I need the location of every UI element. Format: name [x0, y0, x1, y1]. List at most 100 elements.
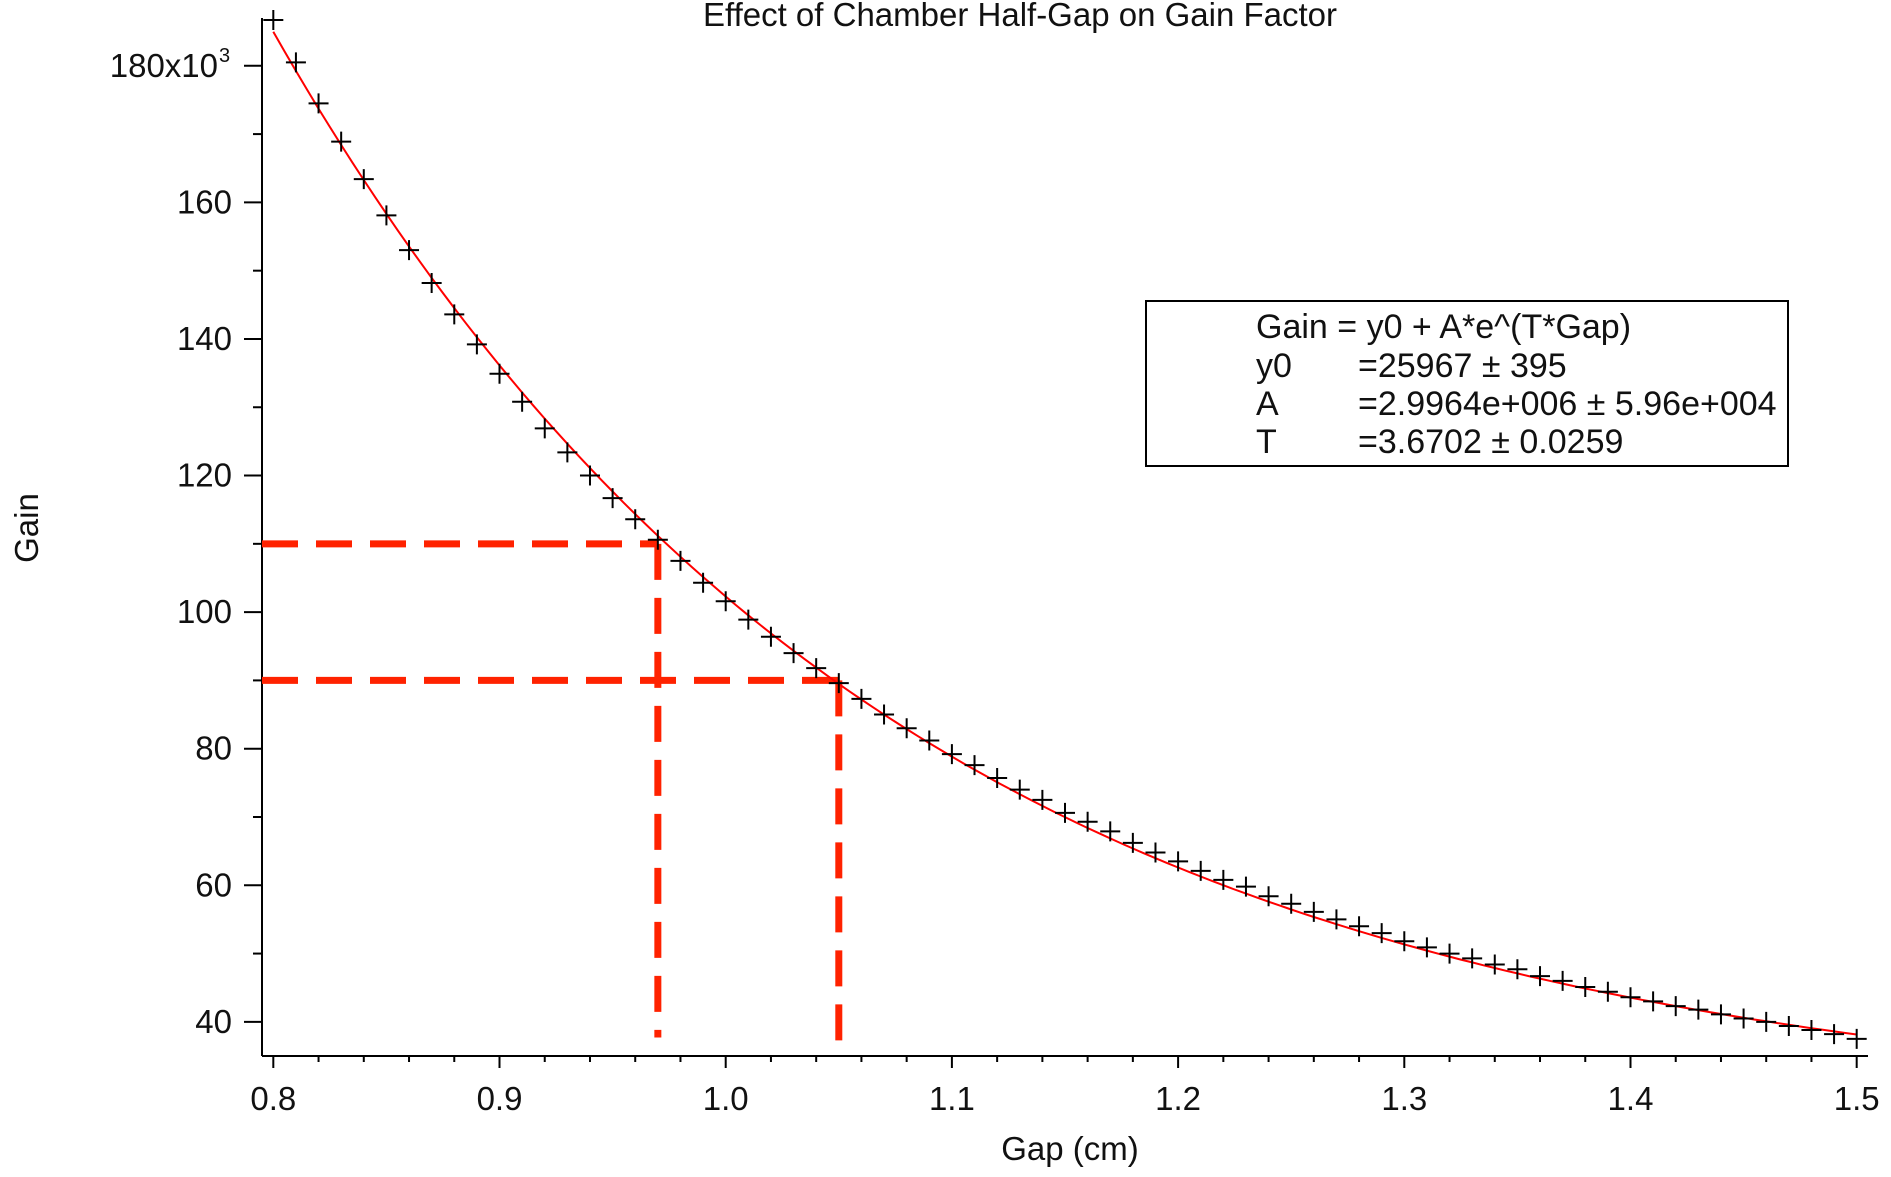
data-point-marker [1733, 1008, 1754, 1029]
data-point-marker [1778, 1015, 1799, 1036]
data-point-marker [353, 169, 374, 190]
data-point-marker [1168, 851, 1189, 872]
y-tick-label: 60 [195, 866, 232, 903]
data-point-marker [308, 93, 329, 114]
fit-results-box: Gain = y0 + A*e^(T*Gap) y0 =25967 ± 395 … [1145, 300, 1789, 467]
data-point-marker [1643, 991, 1664, 1012]
data-point-marker [647, 529, 668, 550]
x-tick-label: 1.0 [703, 1080, 749, 1117]
fit-results-frame [1145, 300, 1789, 467]
data-point-marker [1349, 916, 1370, 937]
data-point-marker [964, 755, 985, 776]
data-point-marker [760, 626, 781, 647]
fit-param-value: =3.6702 ± 0.0259 [1358, 423, 1623, 461]
data-point-marker [1394, 931, 1415, 952]
x-tick-label: 1.2 [1155, 1080, 1201, 1117]
data-point-marker [693, 572, 714, 593]
fit-curve [272, 31, 1857, 1036]
data-point-marker [1213, 869, 1234, 890]
fit-param-name: A [1256, 385, 1279, 423]
data-point-marker [1710, 1004, 1731, 1025]
fit-param-name: T [1256, 423, 1277, 461]
data-point-marker [1077, 811, 1098, 832]
fit-equation: Gain = y0 + A*e^(T*Gap) [1256, 308, 1631, 346]
data-point-marker [874, 704, 895, 725]
x-tick-label: 1.3 [1381, 1080, 1427, 1117]
data-point-marker [1462, 948, 1483, 969]
y-tick-label: 180x10 [110, 47, 218, 84]
reference-lines [262, 540, 843, 1056]
data-point-marker [285, 52, 306, 73]
y-tick-label: 80 [195, 730, 232, 767]
data-point-marker [489, 363, 510, 384]
data-point-marker [602, 488, 623, 509]
data-point-marker [579, 465, 600, 486]
data-point-marker [1055, 802, 1075, 823]
y-tick-label: 100 [177, 593, 232, 630]
data-point-marker [1439, 943, 1460, 964]
data-point-marker [783, 643, 804, 664]
y-tick-label: 40 [195, 1003, 232, 1040]
fit-param-value: =25967 ± 395 [1358, 347, 1567, 385]
data-markers [263, 10, 1867, 1049]
data-point-marker [263, 10, 284, 31]
data-point-marker [941, 744, 962, 765]
data-point-marker [987, 768, 1008, 789]
fit-curve-group [272, 31, 1857, 1036]
data-point-marker [1190, 860, 1211, 881]
data-point-marker [1484, 954, 1505, 975]
x-tick-label: 0.9 [477, 1080, 523, 1117]
data-point-marker [557, 442, 578, 463]
data-point-marker [806, 658, 827, 679]
data-point-marker [1145, 842, 1166, 863]
axes: 0.8 0.9 1.0 1.1 1.2 1.3 1.4 1.5 40 60 80 100 120 140 1… [110, 18, 1880, 1117]
y-tick-label: 160 [177, 183, 232, 220]
y-axis-label: Gain [8, 493, 45, 563]
x-tick-label: 1.1 [929, 1080, 975, 1117]
data-point-marker [1688, 999, 1709, 1020]
data-point-marker [1507, 959, 1528, 980]
data-point-marker [828, 673, 849, 694]
data-point-marker [1281, 893, 1302, 914]
data-point-marker [421, 272, 442, 293]
data-point-marker [399, 240, 420, 261]
data-point-marker [376, 205, 397, 226]
data-point-marker [1416, 937, 1437, 958]
data-point-marker [1122, 832, 1143, 853]
data-point-marker [1756, 1011, 1777, 1032]
fit-param-value: =2.9964e+006 ± 5.96e+004 [1358, 385, 1777, 423]
data-point-marker [1032, 789, 1053, 810]
x-tick-label: 0.8 [250, 1080, 296, 1117]
y-tick-exponent: 3 [219, 45, 230, 67]
data-point-marker [1009, 779, 1030, 800]
data-point-marker [1801, 1020, 1822, 1041]
data-point-marker [1530, 966, 1551, 987]
data-point-marker [738, 609, 759, 630]
data-point-marker [851, 688, 872, 709]
data-point-marker [1665, 996, 1686, 1017]
data-point-marker [1597, 981, 1618, 1002]
data-point-marker [1100, 821, 1121, 842]
data-point-marker [1235, 876, 1256, 897]
y-tick-label: 140 [177, 320, 232, 357]
data-point-marker [715, 591, 736, 612]
fit-param-name: y0 [1256, 347, 1292, 385]
data-point-marker [1303, 901, 1324, 922]
data-point-marker [625, 509, 646, 530]
data-point-marker [1258, 886, 1279, 907]
data-point-marker [1326, 909, 1347, 930]
data-point-marker [1371, 923, 1392, 944]
x-axis-label: Gap (cm) [1001, 1130, 1139, 1167]
data-point-marker [1575, 977, 1596, 998]
chart-title: Effect of Chamber Half-Gap on Gain Facto… [703, 0, 1337, 33]
x-tick-label: 1.4 [1608, 1080, 1654, 1117]
data-point-marker [896, 718, 917, 739]
data-point-marker [1846, 1028, 1867, 1049]
data-point-marker [919, 730, 940, 751]
data-point-marker [444, 304, 465, 325]
data-point-marker [1824, 1024, 1845, 1045]
data-point-marker [1552, 970, 1573, 991]
data-point-marker [1620, 987, 1641, 1008]
x-tick-label: 1.5 [1834, 1080, 1880, 1117]
